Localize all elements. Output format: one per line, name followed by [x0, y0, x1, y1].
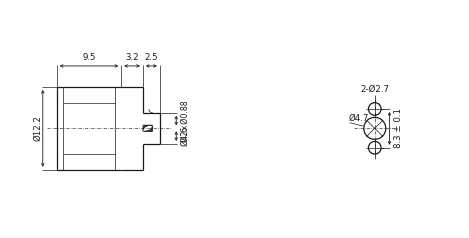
Text: 9.5: 9.5: [82, 53, 96, 62]
Text: Ø12.2: Ø12.2: [34, 115, 43, 141]
Text: 0.2×Ø0.88: 0.2×Ø0.88: [180, 99, 189, 142]
Text: 2-Ø2.7: 2-Ø2.7: [361, 85, 390, 94]
Text: 2.5: 2.5: [144, 53, 158, 62]
Text: 3.2: 3.2: [125, 53, 139, 62]
Text: Ø4.7: Ø4.7: [349, 114, 369, 123]
Text: 8.3 ± 0.1: 8.3 ± 0.1: [393, 108, 403, 148]
Text: Ø4.6: Ø4.6: [180, 126, 189, 146]
